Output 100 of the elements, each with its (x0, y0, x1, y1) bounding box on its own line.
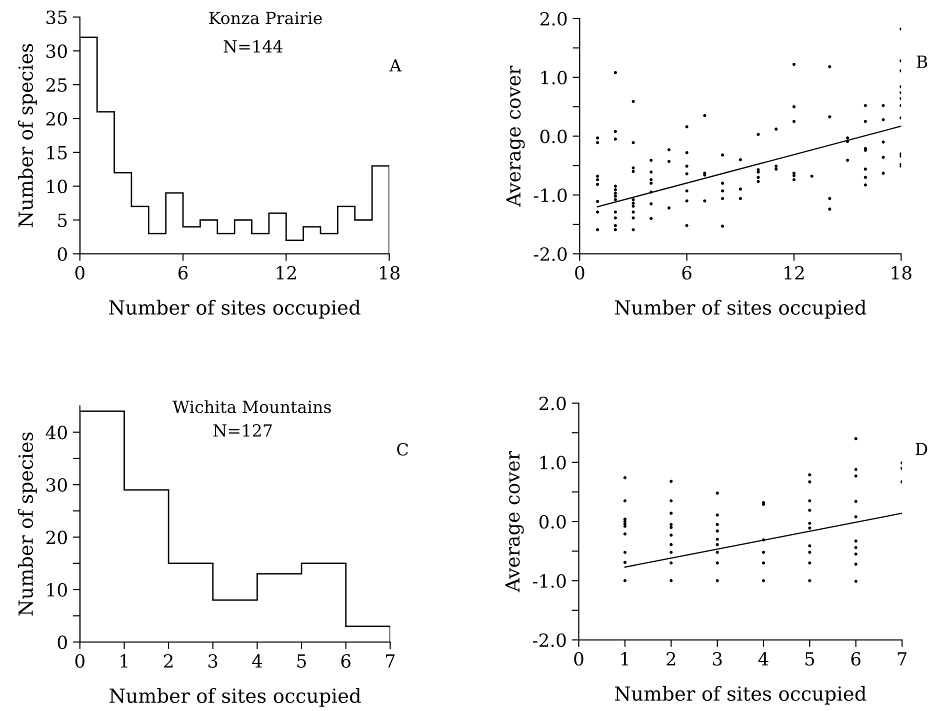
y-tick-label: 0.0 (539, 514, 566, 529)
annotation: Wichita Mountains (172, 400, 331, 414)
y-tick-label: 0 (58, 635, 67, 650)
point (716, 543, 719, 546)
point (716, 529, 719, 533)
y-tick-label: 20 (46, 112, 67, 126)
point (623, 524, 627, 528)
y-tick-label: 30 (46, 478, 67, 492)
point (808, 499, 812, 502)
x-tick-label: 2 (164, 654, 173, 668)
point (670, 512, 673, 515)
text: B (916, 56, 928, 68)
point (670, 579, 673, 582)
x-tick-label: 5 (805, 652, 814, 666)
point (716, 579, 719, 582)
x-tick-label: 1 (621, 652, 628, 666)
point (762, 538, 766, 542)
y-tick-label: -2.0 (534, 247, 567, 261)
x-axis-title: Number of sites occupied (110, 688, 361, 707)
x-tick-label: 4 (758, 652, 768, 666)
point (854, 468, 858, 471)
y-axis-title: Number of species (18, 44, 37, 228)
y-tick-label: 0.0 (540, 130, 567, 144)
point (762, 579, 766, 582)
point (670, 499, 673, 502)
annotation: Konza Prairie (209, 12, 322, 24)
y-axis-title: Average cover (506, 66, 525, 207)
x-tick-label: 12 (784, 266, 804, 280)
y-tick-label: 0 (58, 247, 67, 261)
point (854, 500, 858, 503)
point (670, 550, 673, 554)
point (854, 580, 858, 583)
x-tick-label: 0 (75, 266, 84, 280)
y-tick-label: 1.0 (541, 70, 567, 84)
x-tick-label: 6 (178, 266, 188, 280)
point (854, 552, 858, 556)
x-tick-label: 0 (75, 654, 84, 668)
point (623, 550, 627, 554)
y-tick-label: -1.0 (532, 574, 566, 588)
point (808, 561, 812, 565)
x-tick-label: 18 (892, 266, 912, 280)
text: D (916, 442, 928, 456)
text: A (389, 59, 402, 72)
x-tick-label: 4 (252, 654, 262, 668)
point (854, 562, 858, 566)
point (854, 515, 858, 518)
point (716, 522, 719, 526)
point (762, 561, 766, 565)
y-tick-label: 2.0 (539, 396, 566, 410)
point (854, 474, 858, 478)
x-tick-label: 1 (120, 654, 128, 668)
y-tick-label: -2.0 (532, 633, 566, 648)
x-tick-label: 7 (386, 654, 395, 668)
x-tick-label: 6 (682, 266, 692, 280)
y-axis-title: Average cover (505, 450, 524, 592)
y-axis-title: Number of species (18, 432, 37, 616)
point (808, 473, 812, 476)
point (808, 579, 812, 582)
x-axis-title: Number of sites occupied (109, 300, 360, 319)
point (716, 513, 719, 517)
point (623, 476, 627, 480)
x-axis-title: Number of sites occupied (614, 300, 866, 319)
point (808, 508, 812, 512)
point (716, 550, 719, 554)
point (808, 480, 812, 484)
y-tick-label: 10 (47, 583, 67, 597)
text: C (397, 443, 408, 456)
x-tick-label: 5 (297, 654, 306, 668)
y-tick-label: 40 (46, 426, 67, 440)
y-tick-label: 30 (46, 44, 67, 58)
y-tick-label: 1.0 (540, 456, 566, 470)
point (716, 492, 719, 495)
annotation: N=144 (224, 40, 282, 53)
x-tick-label: 3 (712, 652, 722, 666)
point (670, 480, 673, 483)
x-tick-label: 0 (574, 652, 584, 666)
point (854, 437, 858, 440)
x-tick-label: 12 (276, 266, 296, 280)
point (854, 540, 858, 543)
y-tick-label: 25 (46, 78, 67, 92)
x-tick-label: 18 (380, 266, 400, 280)
point (623, 499, 627, 502)
y-tick-label: 35 (46, 10, 67, 24)
x-tick-label: 7 (898, 652, 906, 666)
x-tick-label: 6 (341, 654, 350, 668)
point (623, 532, 627, 536)
point (808, 522, 812, 525)
x-tick-label: 6 (851, 652, 860, 666)
point (623, 579, 627, 582)
point (623, 520, 627, 524)
point (623, 560, 627, 564)
point (716, 561, 719, 565)
point (670, 561, 673, 565)
x-tick-label: 2 (666, 652, 676, 666)
x-tick-label: 0 (575, 266, 584, 280)
point (808, 544, 812, 548)
annotation: N=127 (213, 424, 272, 437)
point (670, 522, 673, 526)
point (762, 550, 766, 554)
point (808, 550, 812, 554)
